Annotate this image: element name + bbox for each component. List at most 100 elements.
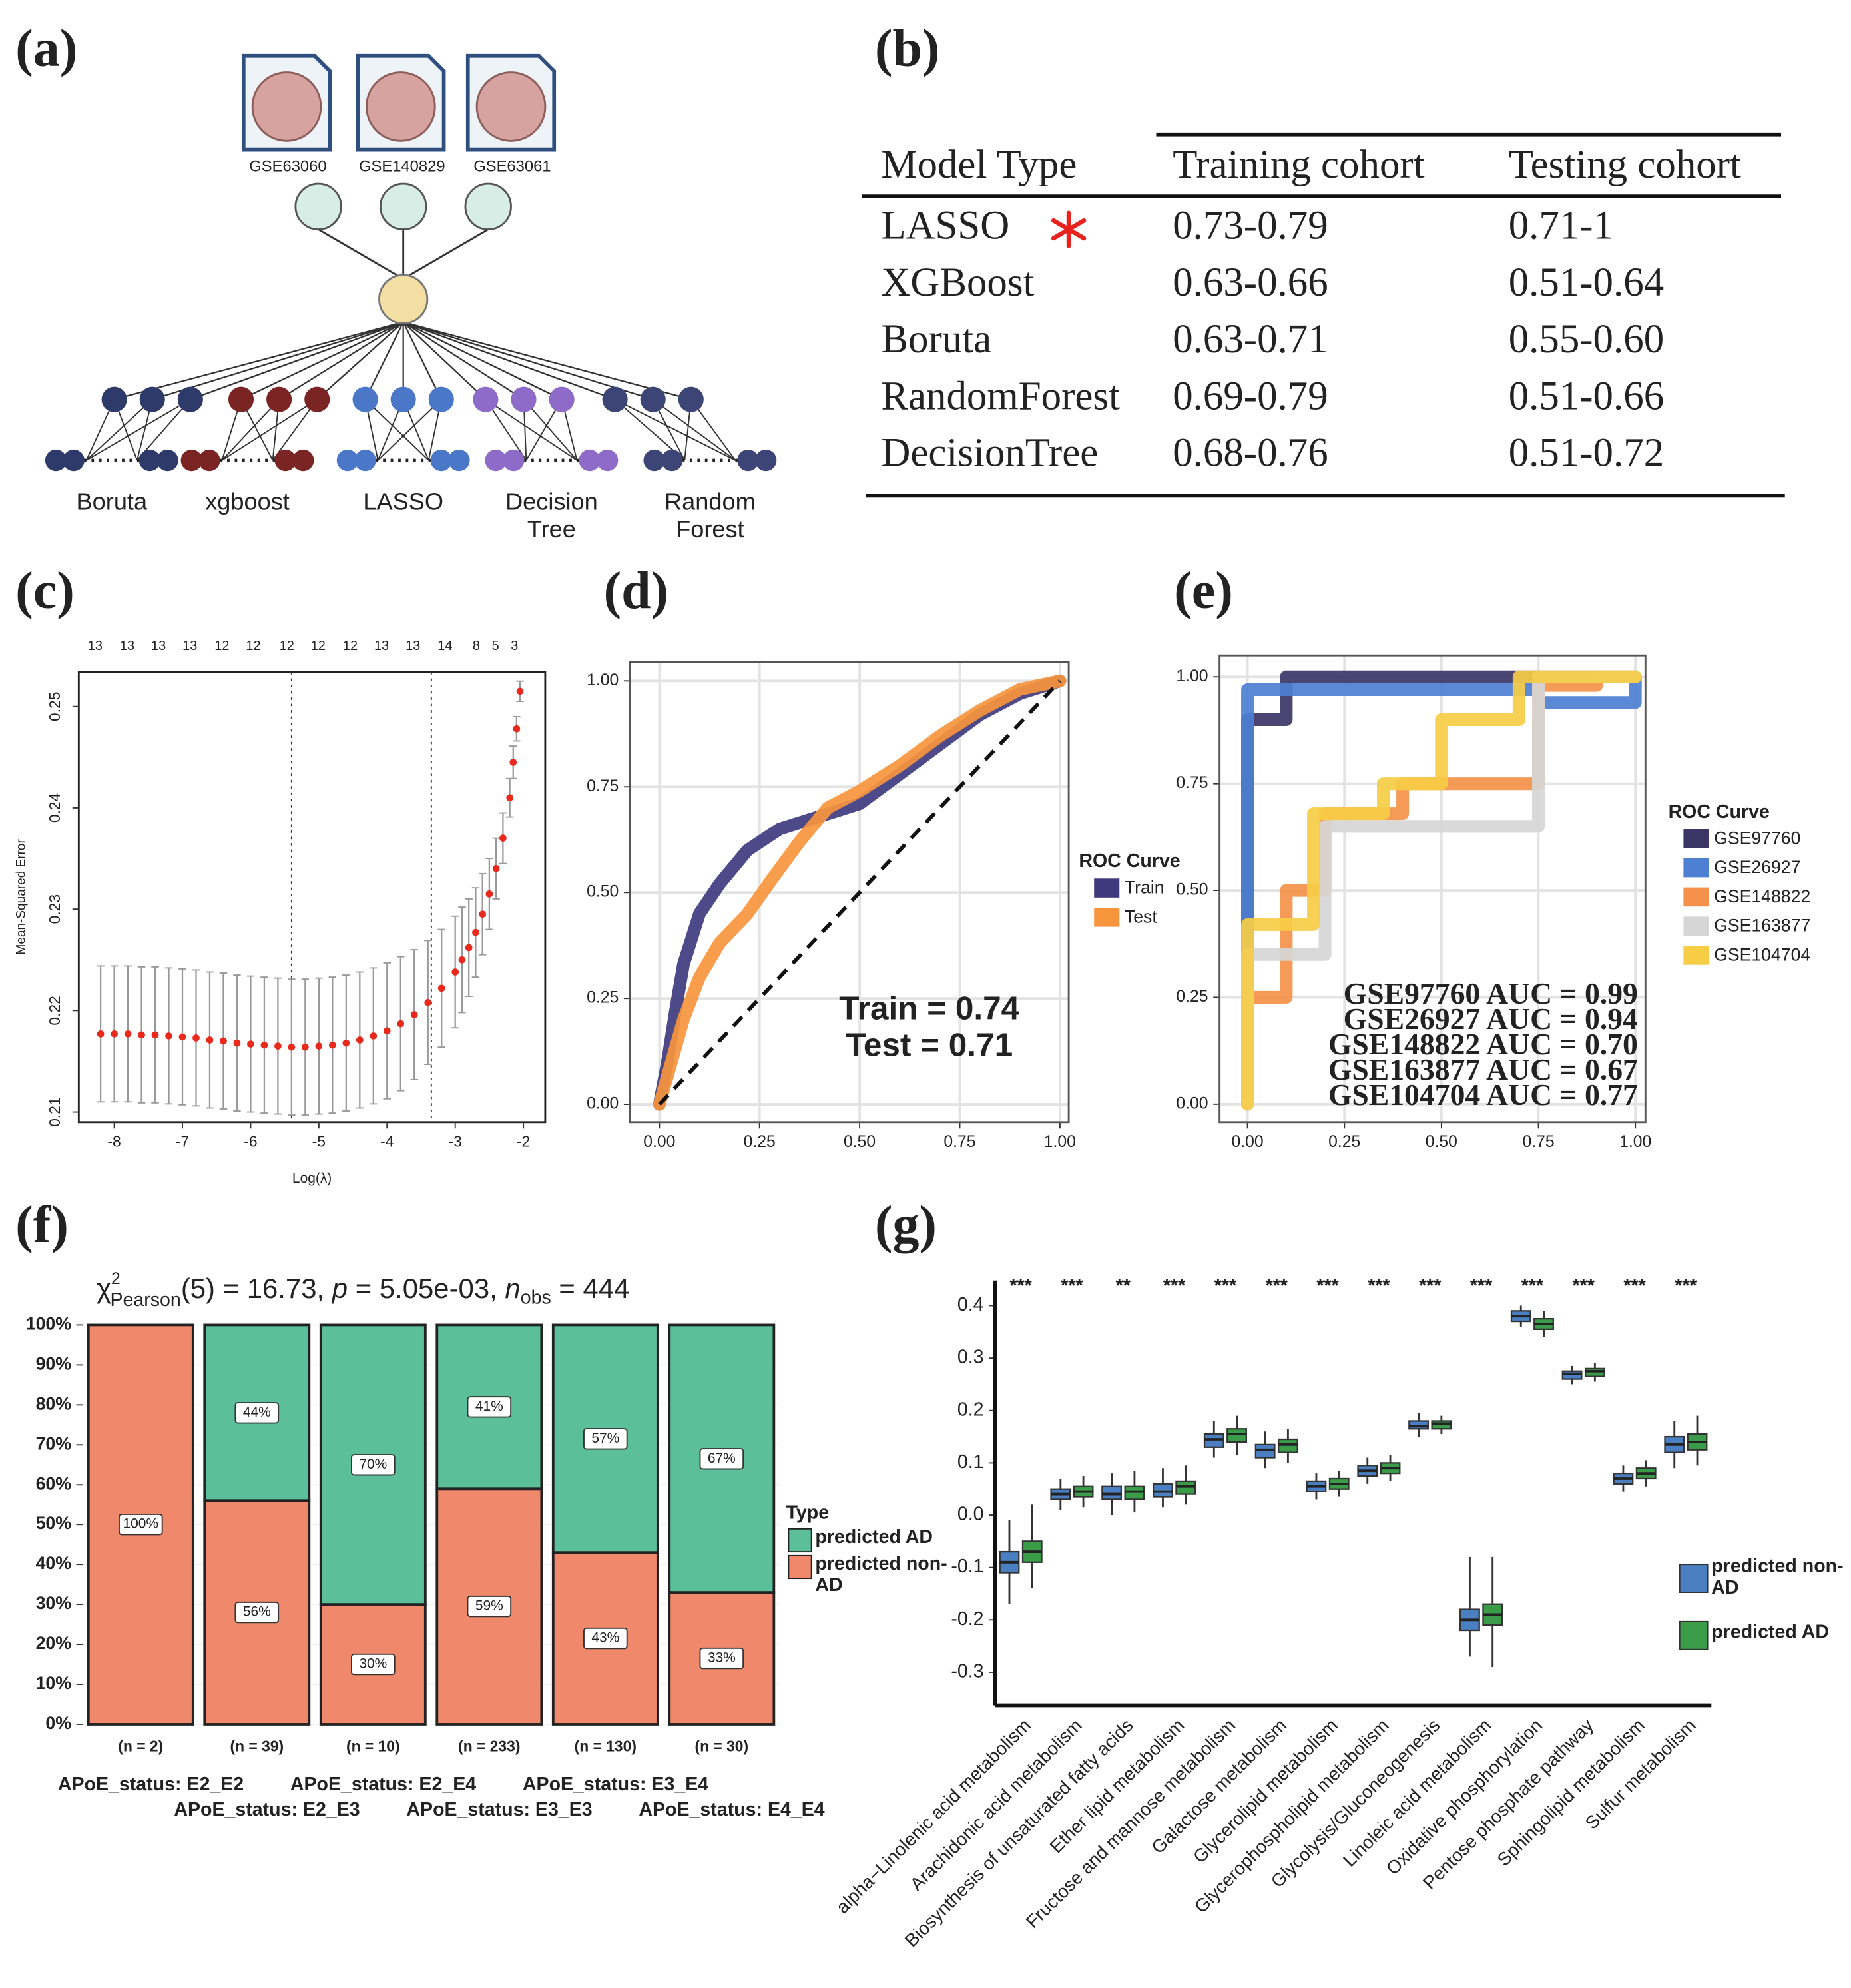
annotation: GSE97760 AUC = 0.99 <box>1344 976 1638 1010</box>
box <box>1254 1443 1276 1459</box>
method-node <box>678 386 704 412</box>
y-tick-label: 0.75 <box>587 777 619 795</box>
point <box>356 1036 364 1044</box>
method-node <box>428 386 454 412</box>
legend-swatch <box>1094 878 1120 898</box>
edge <box>221 398 318 461</box>
method-node <box>177 386 203 412</box>
x-tick-label: APoE_status: E2_E2 <box>58 1774 244 1795</box>
feature-node <box>596 449 619 472</box>
feature-node <box>138 449 161 472</box>
edge <box>86 398 191 461</box>
method-node <box>390 386 416 412</box>
top-tick-label: 13 <box>405 639 420 653</box>
table-cell: 0.55-0.60 <box>1509 317 1664 362</box>
legend-swatch <box>1683 887 1709 907</box>
legend-label-box: predicted non-AD <box>1711 1555 1844 1599</box>
point <box>397 1020 405 1028</box>
feature-node <box>198 449 220 472</box>
x-tick-label: 1.00 <box>1044 1133 1076 1151</box>
significance: *** <box>1266 1275 1288 1297</box>
dataset-node <box>379 182 427 230</box>
y-tick-label: 1.00 <box>1176 667 1208 685</box>
point <box>97 1030 105 1038</box>
method-node <box>266 386 292 412</box>
y-tick-label: 70% <box>36 1433 71 1453</box>
y-tick-label: 0.00 <box>1176 1094 1208 1112</box>
legend-label-box: predicted AD <box>1711 1622 1829 1643</box>
roc-curve <box>653 674 1067 1111</box>
edge <box>114 321 403 400</box>
x-tick-label: 0.50 <box>1426 1133 1457 1151</box>
feature-node <box>503 449 525 472</box>
x-tick-label: 0.00 <box>1232 1133 1264 1151</box>
legend-label: Test <box>1125 906 1157 926</box>
plot-frame <box>1218 654 1647 1124</box>
label-box <box>699 1448 744 1470</box>
legend-swatch <box>1683 946 1709 965</box>
plot-frame <box>629 661 1070 1124</box>
legend-label: GSE104704 <box>1714 944 1810 964</box>
feature-node <box>45 449 67 472</box>
y-tick-label: 0.21 <box>46 1097 63 1126</box>
edge <box>523 399 578 461</box>
significance: *** <box>1521 1275 1544 1297</box>
feature-node <box>737 449 759 472</box>
x-tick-label: APoE_status: E2_E3 <box>174 1799 360 1820</box>
label-box <box>583 1428 628 1450</box>
top-tick-label: 12 <box>246 639 260 653</box>
point <box>178 1033 186 1041</box>
data-label: 57% <box>591 1431 619 1446</box>
y-tick-label: 0.25 <box>46 691 63 721</box>
stat-label: χ2 Pearson(5) = 16.73, p = 5.05e-03, nobs… <box>97 1269 629 1310</box>
edge <box>190 321 404 400</box>
edge <box>653 398 736 461</box>
table-cell: 0.51-0.64 <box>1509 260 1664 305</box>
point <box>383 1027 391 1035</box>
edge <box>403 321 525 400</box>
table-cell: 0.51-0.72 <box>1509 431 1664 476</box>
panel-label: (c) <box>15 561 75 620</box>
table-header: Training cohort <box>1173 143 1424 187</box>
significance: *** <box>1419 1275 1442 1297</box>
method-node <box>101 386 127 412</box>
stat-part: n <box>505 1273 520 1304</box>
table-cell: XGBoost <box>881 260 1034 305</box>
point <box>492 864 500 872</box>
method-label: Forest <box>676 515 744 543</box>
edge <box>278 321 404 400</box>
top-tick-label: 13 <box>151 639 166 653</box>
point <box>288 1043 296 1051</box>
edge <box>615 398 736 461</box>
edge <box>152 321 404 400</box>
significance: *** <box>1368 1275 1390 1297</box>
annotation: GSE163877 AUC = 0.67 <box>1328 1052 1638 1086</box>
box <box>1101 1485 1123 1500</box>
edge <box>136 399 191 461</box>
point <box>302 1043 309 1051</box>
method-node <box>640 386 666 412</box>
significance: *** <box>1573 1275 1595 1297</box>
edge <box>318 228 404 280</box>
top-tick-label: 13 <box>182 639 197 653</box>
y-tick-label: 0.50 <box>587 883 619 901</box>
box <box>1584 1367 1605 1377</box>
top-tick-label: 8 <box>473 639 480 653</box>
point <box>206 1036 214 1044</box>
top-tick-label: 13 <box>120 639 134 653</box>
significance: *** <box>1163 1275 1186 1297</box>
label-box <box>467 1595 512 1618</box>
feature-node <box>63 449 85 472</box>
edge <box>485 398 578 461</box>
y-tick-label: 0.22 <box>46 996 63 1025</box>
top-tick-label: 12 <box>214 639 229 653</box>
edge <box>403 321 692 400</box>
x-axis-label: Log(λ) <box>292 1171 332 1186</box>
significance: *** <box>1675 1275 1697 1297</box>
x-tick-label: APoE_status: E3_E3 <box>406 1799 592 1820</box>
box <box>1561 1370 1583 1380</box>
point <box>499 834 507 842</box>
y-tick-label: 0.75 <box>1176 774 1208 792</box>
dataset-label: GSE63061 <box>473 158 551 176</box>
legend-label: predicted non-AD <box>1711 1555 1844 1599</box>
